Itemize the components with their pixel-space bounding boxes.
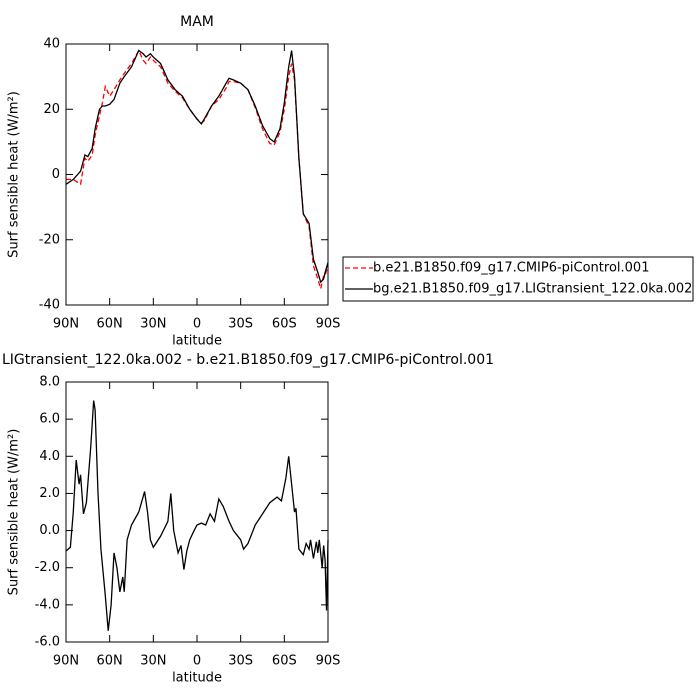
x-tick-label: 0 (193, 317, 201, 332)
x-tick-label: 30N (140, 654, 166, 669)
x-tick-label: 90S (316, 317, 341, 332)
y-tick-label: -4.0 (35, 597, 60, 612)
y-tick-label: 40 (43, 37, 60, 52)
legend-label: b.e21.B1850.f09_g17.CMIP6-piControl.001 (373, 261, 649, 276)
y-tick-label: -6.0 (35, 635, 60, 650)
x-tick-label: 30N (140, 317, 166, 332)
y-tick-label: 6.0 (39, 412, 60, 427)
y-tick-label: 0 (52, 167, 60, 182)
chart-title: MAM (180, 14, 214, 30)
x-tick-label: 60S (272, 317, 297, 332)
data-line (65, 49, 329, 284)
y-tick-label: -2.0 (35, 560, 60, 575)
x-tick-label: 30S (228, 317, 253, 332)
x-axis-label: latitude (172, 671, 222, 686)
x-tick-label: 0 (193, 654, 201, 669)
y-tick-label: 20 (43, 102, 60, 117)
chart-title: LIGtransient_122.0ka.002 - b.e21.B1850.f… (2, 352, 494, 368)
plot-frame (65, 381, 329, 643)
x-tick-label: 90N (53, 654, 79, 669)
y-tick-label: 4.0 (39, 449, 60, 464)
legend-label: bg.e21.B1850.f09_g17.LIGtransient_122.0k… (373, 282, 692, 297)
plot-frame (65, 43, 329, 306)
x-tick-label: 90S (316, 654, 341, 669)
y-axis-label: Surf sensible heat (W/m²) (7, 91, 22, 258)
x-tick-label: 60N (97, 654, 123, 669)
x-axis-label: latitude (172, 334, 222, 349)
data-line (66, 49, 329, 292)
y-tick-label: -20 (39, 232, 60, 247)
x-tick-label: 30S (228, 654, 253, 669)
y-axis-label: Surf sensible heat (W/m²) (7, 429, 22, 596)
y-tick-label: 0.0 (39, 523, 60, 538)
y-tick-label: 2.0 (39, 486, 60, 501)
y-tick-label: 8.0 (39, 375, 60, 390)
x-tick-label: 60N (97, 317, 123, 332)
x-tick-label: 60S (272, 654, 297, 669)
y-tick-label: -40 (39, 298, 60, 313)
data-line (65, 400, 329, 631)
x-tick-label: 90N (53, 317, 79, 332)
legend-box (342, 256, 694, 302)
